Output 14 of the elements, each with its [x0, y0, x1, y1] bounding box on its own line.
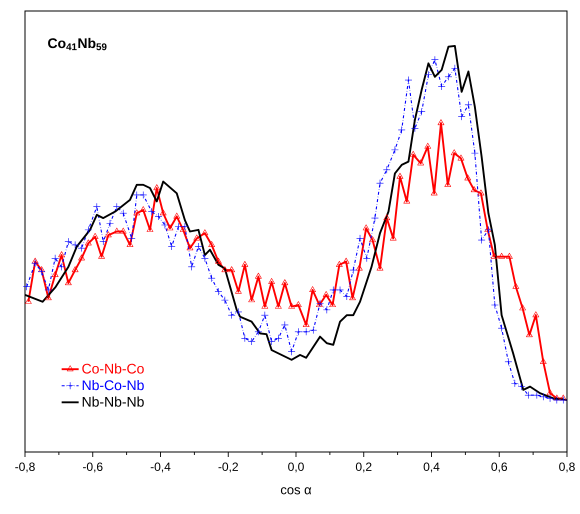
x-axis-title: cos α — [280, 487, 312, 494]
x-tick-label: 0,0 — [288, 462, 304, 472]
legend-label: Co-Nb-Co — [82, 363, 144, 374]
x-tick-label: 0,8 — [559, 462, 575, 472]
x-tick-label: 0,6 — [491, 462, 508, 472]
x-tick-label: -0,2 — [218, 462, 238, 472]
x-tick-label: -0,6 — [82, 462, 103, 472]
legend-label: Nb-Co-Nb — [82, 380, 144, 390]
x-tick-label: 0,4 — [424, 462, 440, 472]
chart-title: Co$_{41}$Nb$_{59}$ — [48, 38, 107, 50]
x-tick-label: -0,4 — [150, 462, 170, 472]
x-tick-label: 0,2 — [356, 462, 372, 472]
x-tick-label: -0,8 — [15, 462, 35, 472]
legend-label: Nb-Nb-Nb — [82, 396, 144, 407]
